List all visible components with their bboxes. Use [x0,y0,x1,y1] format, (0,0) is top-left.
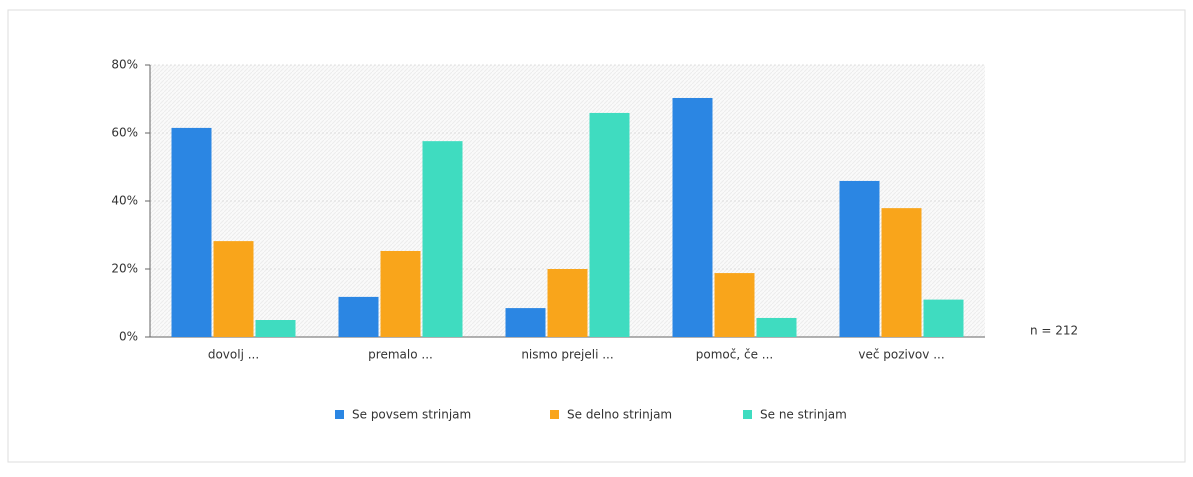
bar [881,208,922,337]
y-tick-label: 60% [111,126,138,140]
y-tick-label: 0% [119,330,138,344]
bar [589,112,630,337]
bar [839,180,880,337]
bar [422,141,463,337]
annotation: n = 212 [1030,324,1078,338]
x-tick-label: nismo prejeli ... [521,348,613,362]
bar [547,269,588,337]
legend-label: Se ne strinjam [760,408,847,422]
y-tick-label: 80% [111,58,138,72]
x-tick-label: pomoč, če ... [696,348,773,362]
y-tick-label: 20% [111,262,138,276]
bar [213,241,254,337]
x-tick-label: več pozivov ... [858,348,944,362]
x-tick-label: dovolj ... [208,348,259,362]
bar [338,296,379,337]
bar [380,250,421,337]
legend-label: Se delno strinjam [567,408,672,422]
legend-swatch [335,410,344,419]
bar [714,273,755,337]
bar [672,97,713,337]
legend-label: Se povsem strinjam [352,408,471,422]
bar [255,320,296,337]
bar [923,299,964,337]
legend-swatch [743,410,752,419]
bar [171,127,212,338]
x-tick-label: premalo ... [368,348,433,362]
y-tick-label: 40% [111,194,138,208]
legend-swatch [550,410,559,419]
bar [756,317,797,337]
bar [505,308,546,337]
